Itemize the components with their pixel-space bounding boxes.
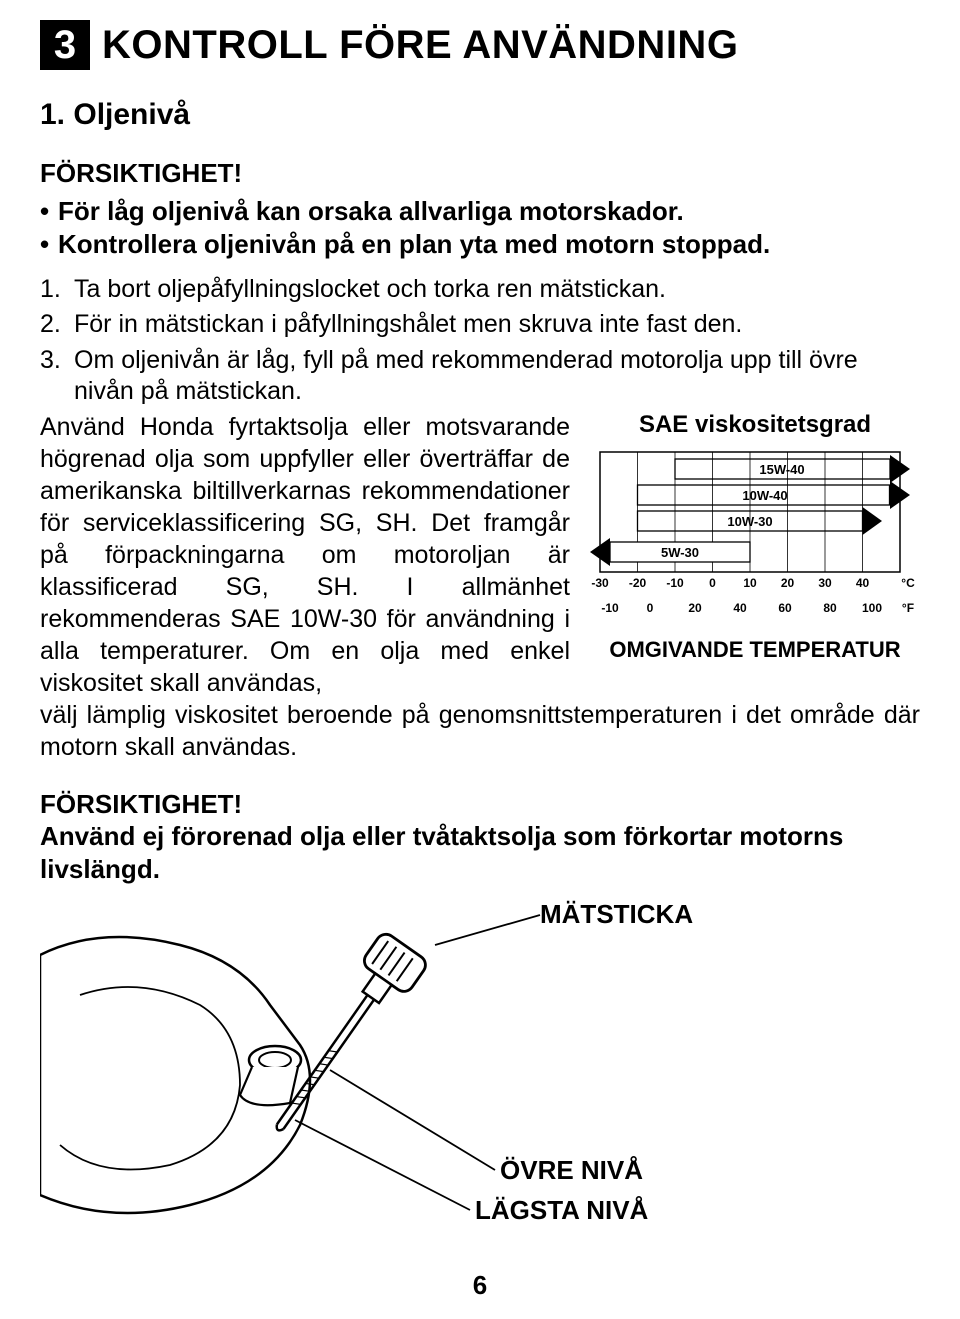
svg-text:60: 60: [778, 601, 792, 615]
svg-text:30: 30: [818, 576, 832, 590]
chapter-heading: 3 KONTROLL FÖRE ANVÄNDNING: [40, 20, 920, 70]
svg-text:-10: -10: [601, 601, 619, 615]
main-title: KONTROLL FÖRE ANVÄNDNING: [102, 23, 738, 68]
svg-text:80: 80: [823, 601, 837, 615]
chart-caption: OMGIVANDE TEMPERATUR: [590, 637, 920, 663]
svg-text:-20: -20: [629, 576, 647, 590]
dipstick-diagram: MÄTSTICKA ÖVRE NIVÅ LÄGSTA NIVÅ: [40, 895, 920, 1255]
bullet-text: Kontrollera oljenivån på en plan yta med…: [58, 228, 770, 261]
caution-label-1: FÖRSIKTIGHET!: [40, 158, 920, 189]
label-matsticka: MÄTSTICKA: [540, 899, 693, 930]
caution-text-2: Använd ej förorenad olja eller tvåtaktso…: [40, 820, 920, 885]
svg-text:40: 40: [733, 601, 747, 615]
svg-text:5W-30: 5W-30: [661, 545, 699, 560]
section-title: 1. Oljenivå: [40, 98, 920, 132]
svg-text:20: 20: [781, 576, 795, 590]
svg-text:100: 100: [862, 601, 882, 615]
step-2: 2.För in mätstickan i påfyllningshålet m…: [40, 309, 920, 340]
svg-text:0: 0: [709, 576, 716, 590]
viscosity-chart: SAE viskositetsgrad 15W-40 10W-40 10W: [590, 411, 920, 699]
svg-text:10W-30: 10W-30: [727, 514, 772, 529]
svg-text:10: 10: [743, 576, 757, 590]
viscosity-chart-svg: 15W-40 10W-40 10W-30 5W-30 -30 -20 -10 0…: [590, 447, 920, 627]
svg-text:-10: -10: [666, 576, 684, 590]
svg-text:°C: °C: [901, 576, 915, 590]
svg-text:10W-40: 10W-40: [742, 488, 787, 503]
label-ovre: ÖVRE NIVÅ: [500, 1155, 643, 1186]
svg-text:-30: -30: [591, 576, 609, 590]
step-3: 3.Om oljenivån är låg, fyll på med rekom…: [40, 345, 920, 408]
chapter-number-box: 3: [40, 20, 90, 70]
page-number: 6: [473, 1270, 487, 1301]
label-lagsta: LÄGSTA NIVÅ: [475, 1195, 648, 1226]
svg-text:40: 40: [856, 576, 870, 590]
chart-title: SAE viskositetsgrad: [590, 411, 920, 439]
bullet-text: För låg oljenivå kan orsaka allvarliga m…: [58, 195, 684, 228]
body-continuation: välj lämplig viskositet beroende på geno…: [40, 699, 920, 763]
svg-text:20: 20: [688, 601, 702, 615]
body-paragraph: Använd Honda fyrtaktsolja eller motsvara…: [40, 411, 570, 699]
svg-text:0: 0: [647, 601, 654, 615]
svg-text:°F: °F: [902, 601, 914, 615]
caution-label-2: FÖRSIKTIGHET!: [40, 789, 920, 820]
caution-bullets: •För låg oljenivå kan orsaka allvarliga …: [40, 195, 920, 260]
svg-text:15W-40: 15W-40: [759, 462, 804, 477]
step-1: 1.Ta bort oljepåfyllningslocket och tork…: [40, 274, 920, 305]
